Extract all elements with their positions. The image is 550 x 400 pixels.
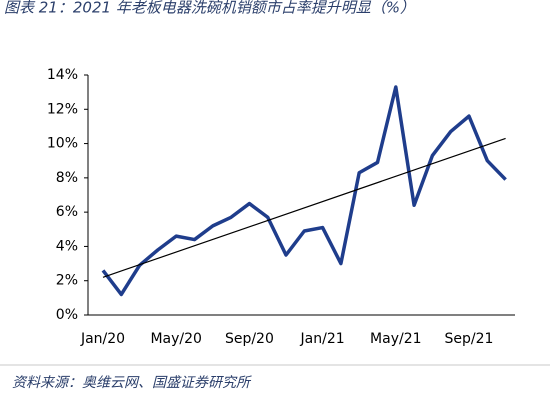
trend-line bbox=[102, 137, 506, 278]
x-tick-label: Sep/21 bbox=[445, 331, 494, 347]
y-tick-label: 2% bbox=[56, 273, 78, 289]
y-tick-label: 12% bbox=[47, 101, 78, 117]
x-tick-label: May/21 bbox=[370, 331, 421, 347]
y-tick-label: 4% bbox=[56, 238, 78, 254]
series-line bbox=[101, 85, 507, 297]
y-tick-label: 0% bbox=[56, 307, 78, 323]
x-tick-label: Sep/20 bbox=[225, 331, 274, 347]
y-tick-label: 6% bbox=[56, 204, 78, 220]
y-tick-label: 14% bbox=[47, 67, 78, 83]
x-tick-label: Jan/20 bbox=[80, 331, 125, 347]
x-tick-label: Jan/21 bbox=[300, 331, 345, 347]
source-note: 资料来源：奥维云网、国盛证券研究所 bbox=[12, 375, 252, 391]
y-tick-label: 10% bbox=[47, 136, 78, 152]
x-tick-label: May/20 bbox=[150, 331, 201, 347]
y-tick-label: 8% bbox=[56, 170, 78, 186]
chart-title: 图表 21：2021 年老板电器洗碗机销额市占率提升明显（%） bbox=[4, 0, 415, 17]
